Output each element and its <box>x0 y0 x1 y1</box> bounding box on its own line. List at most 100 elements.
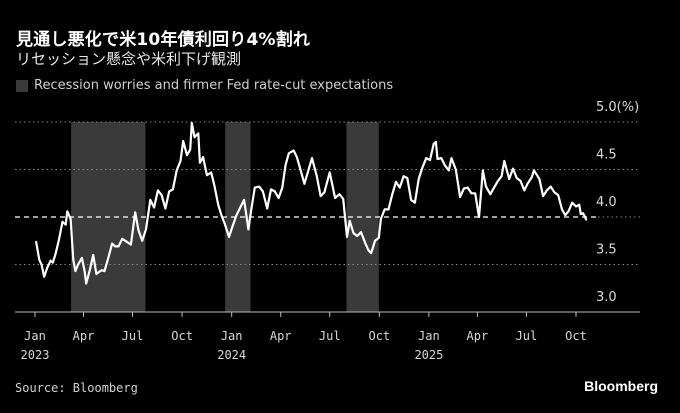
data-point <box>125 240 128 243</box>
data-point <box>383 208 386 211</box>
data-point <box>266 207 269 210</box>
data-point <box>579 213 582 216</box>
data-point <box>217 203 220 206</box>
data-point <box>417 178 420 180</box>
data-point <box>533 169 535 172</box>
data-point <box>585 218 588 221</box>
data-point <box>564 214 567 217</box>
x-tick-year-label: 2024 <box>217 348 246 362</box>
data-point <box>193 136 196 139</box>
x-tick-label: Apr <box>73 329 95 343</box>
data-point <box>130 243 132 246</box>
data-point <box>40 263 43 266</box>
data-point <box>553 191 556 194</box>
data-point <box>292 149 295 152</box>
data-point <box>583 215 586 218</box>
data-point <box>43 275 46 278</box>
data-point <box>134 211 137 214</box>
data-point <box>311 157 313 160</box>
data-point <box>250 206 253 209</box>
data-point <box>54 253 57 256</box>
data-point <box>561 208 563 211</box>
data-point <box>526 182 529 185</box>
data-point <box>346 236 348 238</box>
data-point <box>480 183 483 186</box>
data-point <box>231 224 234 227</box>
data-point <box>117 245 120 248</box>
data-point <box>157 189 159 192</box>
data-point <box>141 239 144 242</box>
data-point <box>567 210 570 213</box>
x-tick-label: Oct <box>171 329 193 343</box>
data-point <box>72 258 75 261</box>
data-point <box>538 178 541 180</box>
y-tick-label: 3.5 <box>596 243 617 258</box>
data-point <box>352 232 355 235</box>
data-point <box>436 158 439 160</box>
data-point <box>530 176 533 179</box>
data-point <box>497 180 499 182</box>
data-point <box>481 169 484 172</box>
data-point <box>85 282 88 285</box>
data-point <box>111 242 113 245</box>
data-point <box>258 185 261 188</box>
x-tick-label: Oct <box>368 329 390 343</box>
data-point <box>262 190 264 193</box>
data-point <box>99 270 102 272</box>
data-point <box>186 154 188 157</box>
data-point <box>380 218 382 220</box>
data-point <box>160 194 163 197</box>
x-tick-year-label: 2023 <box>21 348 50 362</box>
data-point <box>228 236 230 238</box>
data-point <box>253 186 256 189</box>
data-point <box>89 268 91 271</box>
data-point <box>466 186 469 189</box>
data-point <box>463 187 465 190</box>
data-point <box>153 206 156 209</box>
data-point <box>100 269 103 272</box>
data-point <box>493 186 495 189</box>
data-point <box>235 214 238 217</box>
data-point <box>299 169 302 172</box>
data-point <box>374 239 376 242</box>
data-point <box>542 195 544 198</box>
data-point <box>137 229 140 232</box>
data-point <box>440 157 443 160</box>
data-point <box>323 191 326 194</box>
y-tick-label: 4.5 <box>596 148 617 163</box>
data-point <box>145 228 147 231</box>
data-point <box>578 203 581 206</box>
data-point <box>406 177 409 179</box>
data-point <box>398 186 401 189</box>
data-point <box>489 193 492 196</box>
data-point <box>239 206 242 209</box>
data-point <box>107 257 110 259</box>
data-point <box>432 143 435 145</box>
data-point <box>197 132 200 135</box>
data-point <box>421 166 424 169</box>
data-point <box>342 198 345 200</box>
x-tick-label: Apr <box>270 329 292 343</box>
data-point <box>81 257 83 259</box>
data-point <box>296 156 298 159</box>
data-point <box>546 189 548 192</box>
data-point <box>391 193 394 196</box>
data-point <box>46 266 49 269</box>
data-point <box>247 228 250 231</box>
data-point <box>557 194 560 197</box>
data-point <box>402 175 405 178</box>
x-tick-label: Jan <box>418 329 440 343</box>
legend-swatch-shaded-period <box>16 79 28 92</box>
data-point <box>395 180 397 183</box>
data-point <box>315 175 318 178</box>
data-point <box>149 199 152 201</box>
data-point <box>38 258 41 261</box>
data-point <box>435 141 437 143</box>
data-point <box>199 161 201 164</box>
data-point <box>281 186 284 189</box>
data-point <box>571 201 574 204</box>
data-point <box>508 178 511 180</box>
gridlines <box>15 121 640 265</box>
chart-subtitle: リセッション懸念や米利下げ観測 <box>16 50 242 68</box>
series-line <box>35 121 588 285</box>
